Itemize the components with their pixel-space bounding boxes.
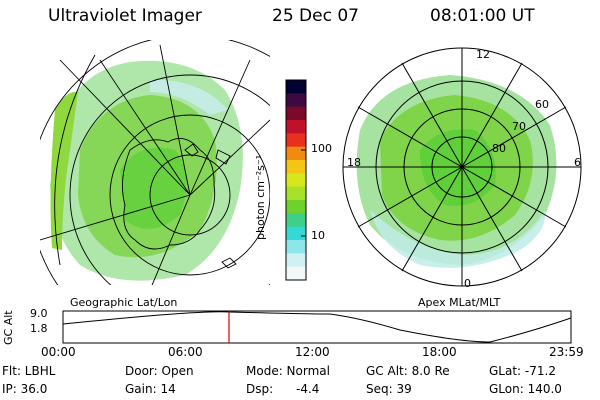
colorbar-segment	[286, 253, 306, 268]
info-seq: Seq: 39	[366, 382, 412, 396]
mlat-label-60: 60	[535, 98, 549, 111]
colorbar-segment	[286, 226, 306, 241]
altitude-xtick-0000: 00:00	[41, 345, 76, 359]
colorbar-segment	[286, 133, 306, 148]
mlat-label-80: 80	[492, 142, 506, 155]
colorbar-segment	[286, 146, 306, 161]
imager-title: Ultraviolet Imager	[48, 6, 202, 26]
colorbar-segment	[286, 186, 306, 201]
info-dsp-label: Dsp:	[246, 382, 274, 396]
altitude-ylabel: GC Alt	[2, 310, 15, 345]
mlat-label-70: 70	[512, 120, 526, 133]
mlt-label-6: 6	[574, 156, 581, 169]
colorbar-unit: photon cm⁻²s⁻¹	[254, 154, 267, 240]
colorbar-segment	[286, 213, 306, 228]
altitude-curve	[62, 311, 572, 343]
info-glon: GLon: 140.0	[489, 382, 562, 396]
altitude-ytick-9: 9.0	[30, 307, 48, 320]
altitude-ytick-1-8: 1.8	[30, 322, 48, 335]
colorbar-segment	[286, 266, 306, 281]
date-label: 25 Dec 07	[272, 6, 359, 26]
info-flt: Flt: LBHL	[2, 364, 56, 378]
colorbar-segment	[286, 240, 306, 254]
colorbar-segment	[286, 160, 306, 174]
colorbar-tick-10: 10	[311, 229, 325, 242]
altitude-xtick-1200: 12:00	[295, 345, 330, 359]
mlt-label-18: 18	[347, 156, 361, 169]
mlt-label-12: 12	[476, 48, 490, 61]
info-gain: Gain: 14	[125, 382, 176, 396]
info-gcalt: GC Alt: 8.0 Re	[366, 364, 450, 378]
info-door: Door: Open	[125, 364, 194, 378]
colorbar	[286, 80, 306, 281]
geographic-map	[40, 40, 270, 285]
colorbar-segment	[286, 106, 306, 121]
altitude-xtick-2359: 23:59	[549, 345, 584, 359]
info-dsp-value: -4.4	[296, 382, 320, 396]
mlt-label-0: 0	[464, 277, 471, 290]
apex-map	[356, 75, 557, 268]
altitude-xtick-0600: 06:00	[168, 345, 203, 359]
info-glat: GLat: -71.2	[489, 364, 556, 378]
time-label: 08:01:00 UT	[430, 6, 535, 26]
info-ip: IP: 36.0	[2, 382, 48, 396]
colorbar-segment	[286, 200, 306, 214]
colorbar-segment	[286, 80, 306, 94]
info-mode: Mode: Normal	[246, 364, 330, 378]
altitude-plot-frame	[62, 310, 572, 344]
colorbar-tick-100: 100	[311, 142, 332, 155]
colorbar-segment	[286, 120, 306, 134]
apex-map-label: Apex MLat/MLT	[418, 296, 501, 309]
colorbar-segment	[286, 173, 306, 188]
geographic-map-label: Geographic Lat/Lon	[70, 296, 178, 309]
apex-grid	[342, 47, 582, 287]
colorbar-segment	[286, 93, 306, 108]
altitude-xtick-1800: 18:00	[422, 345, 457, 359]
